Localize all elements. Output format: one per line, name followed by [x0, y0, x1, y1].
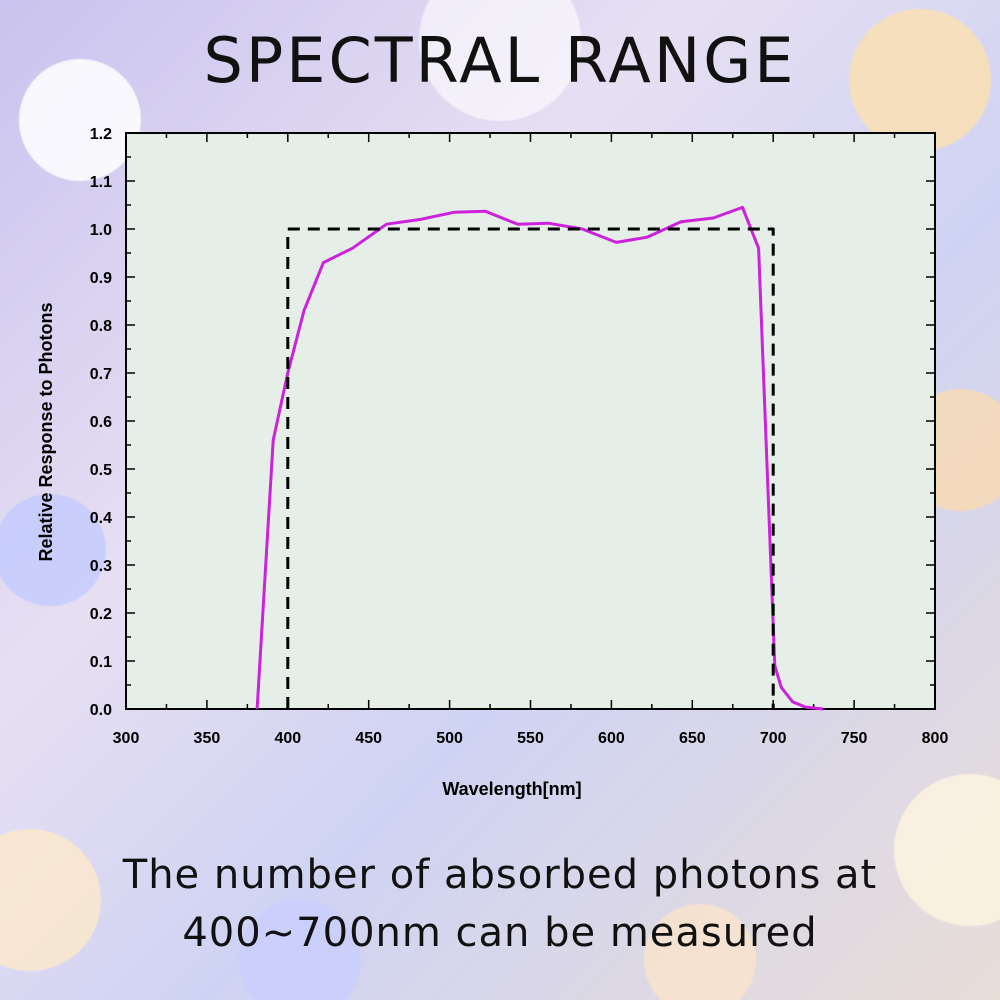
- y-tick-label: 0.0: [90, 702, 112, 719]
- y-tick-label: 0.4: [90, 510, 112, 527]
- y-tick-label: 0.3: [90, 558, 112, 575]
- y-tick-label: 0.5: [90, 462, 112, 479]
- x-tick-label: 350: [194, 730, 221, 747]
- x-tick-label: 550: [517, 730, 544, 747]
- ideal-range-line: [286, 227, 775, 709]
- plot-area: [125, 132, 936, 710]
- y-tick-label: 1.1: [90, 174, 112, 191]
- x-tick-label: 650: [679, 730, 706, 747]
- spectral-chart: 300 350 400 450 500 550 600 650 700 750 800 0.0 0.1…: [36, 126, 949, 799]
- y-tick-label: 0.6: [90, 414, 112, 431]
- y-tick-label: 0.1: [90, 654, 112, 671]
- x-tick-label: 800: [922, 730, 949, 747]
- x-tick-label: 400: [274, 730, 301, 747]
- y-tick-label: 1.0: [90, 222, 112, 239]
- caption-line-2: 400~700nm can be measured: [182, 910, 818, 956]
- y-axis-label: Relative Response to Photons: [36, 302, 56, 561]
- y-tick-label: 0.2: [90, 606, 112, 623]
- x-tick-label: 500: [436, 730, 463, 747]
- caption-line-1: The number of absorbed photons at: [122, 852, 878, 898]
- page-title: SPECTRAL RANGE: [203, 24, 797, 97]
- y-tick-labels: 0.0 0.1 0.2 0.3 0.4 0.5 0.6 0.7 0.8 0.9 1.0 1.1 1.2: [90, 126, 112, 719]
- x-axis-label: Wavelength[nm]: [442, 779, 581, 799]
- x-tick-label: 600: [598, 730, 625, 747]
- x-tick-label: 750: [841, 730, 868, 747]
- x-tick-label: 700: [760, 730, 787, 747]
- response-curve-line: [255, 205, 824, 711]
- y-tick-label: 1.2: [90, 126, 112, 143]
- series-layer: [255, 205, 824, 711]
- caption: The number of absorbed photons at 400~70…: [0, 846, 1000, 962]
- y-tick-label: 0.7: [90, 366, 112, 383]
- y-tick-label: 0.8: [90, 318, 112, 335]
- x-tick-labels: 300 350 400 450 500 550 600 650 700 750 800: [113, 730, 949, 747]
- x-tick-label: 450: [355, 730, 382, 747]
- y-tick-label: 0.9: [90, 270, 112, 287]
- x-tick-label: 300: [113, 730, 140, 747]
